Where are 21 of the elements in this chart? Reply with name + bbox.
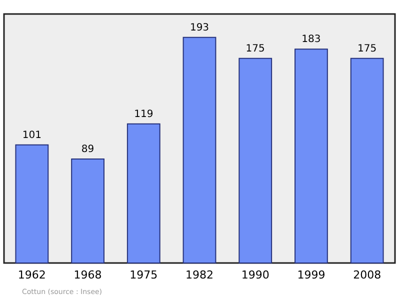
x-tick-label: 1990 <box>241 268 270 282</box>
data-label: 175 <box>358 43 377 54</box>
data-label: 175 <box>246 43 265 54</box>
x-tick-label: 1968 <box>74 268 102 282</box>
x-tick-label: 1999 <box>297 268 326 282</box>
bar <box>294 48 328 264</box>
data-label: 119 <box>134 108 154 120</box>
bar <box>126 123 160 264</box>
data-label: 101 <box>22 130 42 141</box>
x-tick-label: 2008 <box>353 268 382 282</box>
data-label: 183 <box>302 34 321 46</box>
data-label: 89 <box>81 144 94 155</box>
x-tick-label: 1982 <box>186 268 214 282</box>
x-tick-label: 1975 <box>130 268 158 282</box>
bar <box>182 36 216 264</box>
bar <box>238 58 272 264</box>
bar <box>71 158 104 264</box>
bar <box>350 58 384 264</box>
x-tick-label: 1962 <box>18 268 46 282</box>
data-label: 193 <box>190 22 210 34</box>
bar <box>15 144 49 264</box>
